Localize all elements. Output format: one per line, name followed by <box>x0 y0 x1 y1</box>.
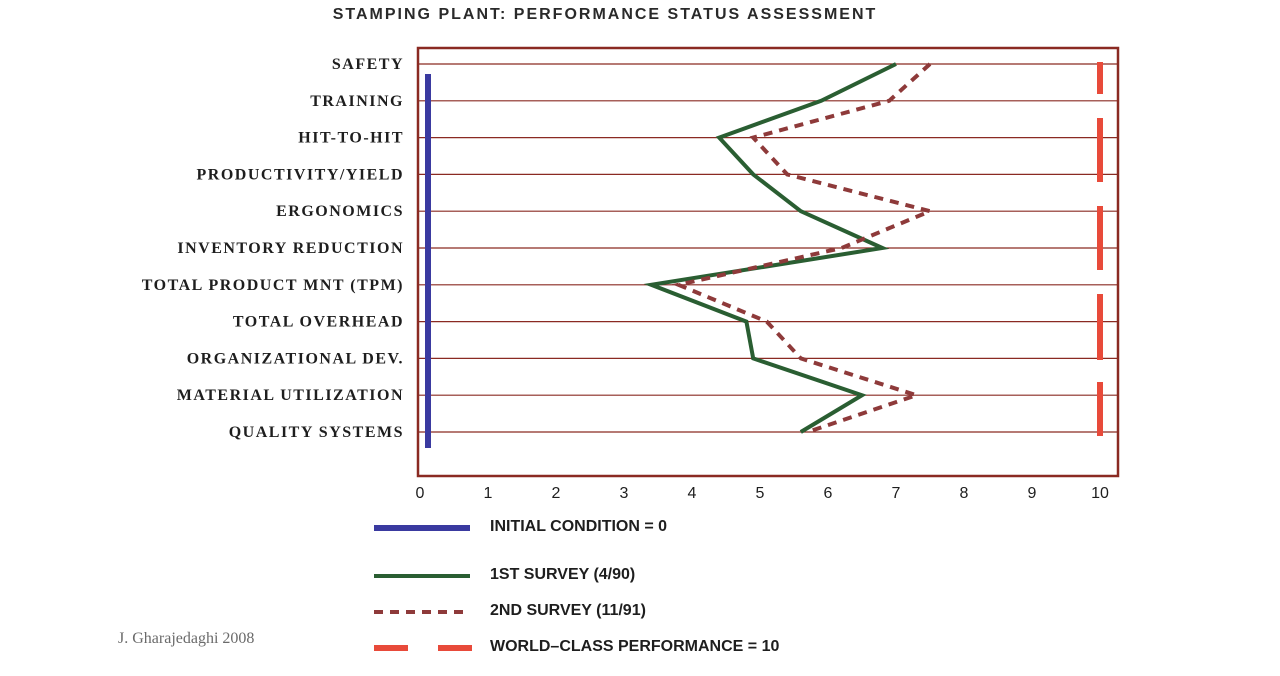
series-layer <box>425 62 1103 448</box>
x-tick-label: 0 <box>416 485 425 502</box>
legend-label-world-class: WORLD–CLASS PERFORMANCE = 10 <box>490 638 780 655</box>
x-tick-label: 3 <box>620 485 629 502</box>
legend-label-second-survey: 2ND SURVEY (11/91) <box>490 602 646 619</box>
category-label: SAFETY <box>332 56 404 73</box>
legend-label-first-survey: 1ST SURVEY (4/90) <box>490 566 636 583</box>
category-label: ORGANIZATIONAL DEV. <box>187 350 404 367</box>
grid-layer <box>418 63 1118 433</box>
category-label: PRODUCTIVITY/YIELD <box>197 166 404 183</box>
category-label-layer: SAFETY TRAINING HIT-TO-HIT PRODUCTIVITY/YIE… <box>142 56 404 441</box>
plot-frame <box>416 46 1120 478</box>
category-label: TRAINING <box>310 93 404 110</box>
x-tick-label: 6 <box>824 485 833 502</box>
x-tick-label: 9 <box>1028 485 1037 502</box>
x-tick-label: 7 <box>892 485 901 502</box>
category-label: MATERIAL UTILIZATION <box>177 387 404 404</box>
series-second-survey-line <box>671 62 937 434</box>
x-tick-label: 10 <box>1091 485 1109 502</box>
category-label: TOTAL OVERHEAD <box>233 314 404 331</box>
x-tick-label: 2 <box>552 485 561 502</box>
x-tick-label: 4 <box>688 485 697 502</box>
category-label: ERGONOMICS <box>276 203 404 220</box>
category-label: TOTAL PRODUCT MNT (TPM) <box>142 277 404 294</box>
legend-label-initial: INITIAL CONDITION = 0 <box>490 518 668 535</box>
chart-title: STAMPING PLANT: PERFORMANCE STATUS ASSES… <box>332 6 878 23</box>
legend-layer <box>374 525 472 651</box>
x-tick-label: 8 <box>960 485 969 502</box>
category-label: QUALITY SYSTEMS <box>229 424 404 441</box>
x-tick-layer: 0 1 2 3 4 5 6 7 8 9 10 <box>416 485 1109 502</box>
category-label: HIT-TO-HIT <box>298 130 404 147</box>
category-label: INVENTORY REDUCTION <box>177 240 404 257</box>
x-tick-label: 5 <box>756 485 765 502</box>
x-tick-label: 1 <box>484 485 493 502</box>
credit-text: J. Gharajedaghi 2008 <box>118 630 255 647</box>
